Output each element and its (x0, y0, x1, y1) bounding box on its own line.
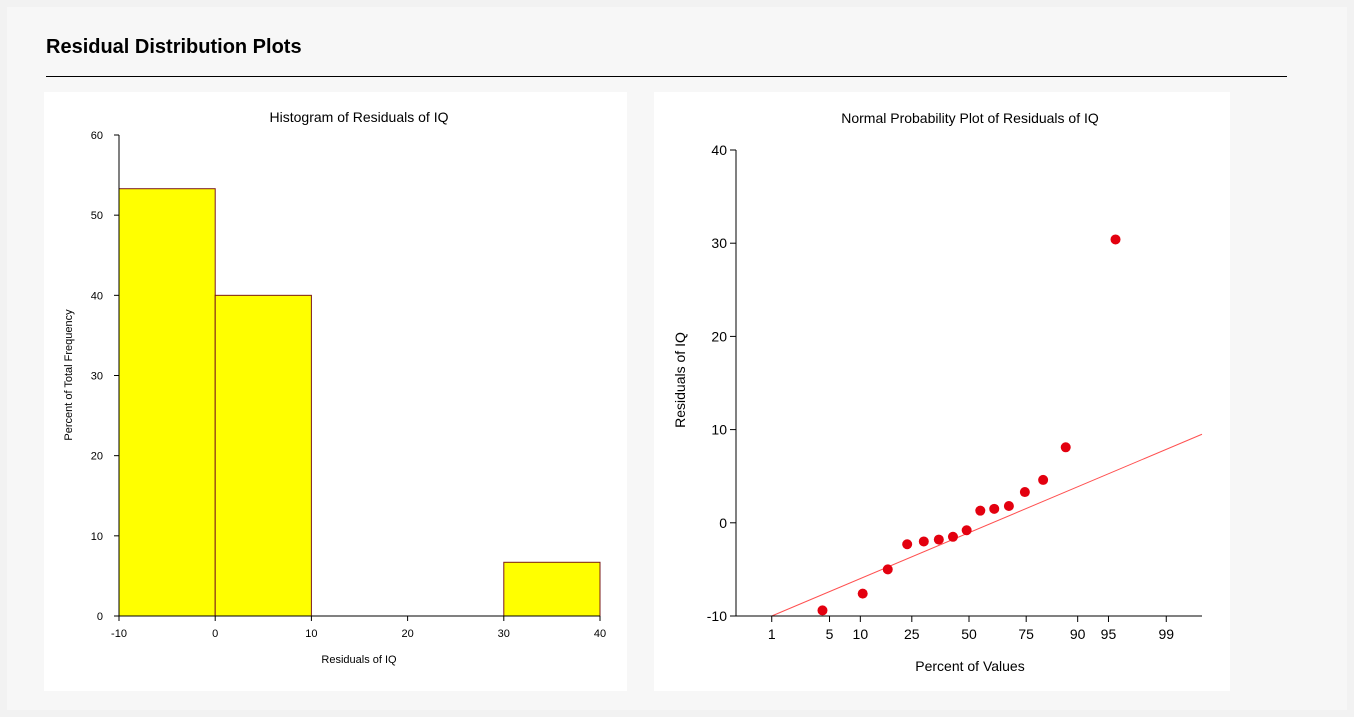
npp-y-axis-label: Residuals of IQ (672, 332, 688, 428)
npp-x-tick-label: 50 (961, 626, 977, 642)
npp-reference-line (771, 433, 1203, 617)
normal-probability-chart: Normal Probability Plot of Residuals of … (672, 110, 1203, 674)
npp-point (1019, 487, 1030, 498)
histogram-y-tick-label: 0 (97, 611, 103, 623)
histogram-bar (118, 188, 216, 617)
npp-axes: -10 0 10 20 30 40 1 5 10 25 50 75 90 95 99 (707, 142, 1202, 642)
npp-x-tick-label: 75 (1018, 626, 1034, 642)
histogram-panel: Histogram of Residuals of IQ Residuals o… (44, 92, 627, 691)
histogram-x-tick-label: 0 (212, 628, 218, 640)
npp-y-tick-label: 20 (711, 328, 727, 344)
histogram-y-tick-label: 30 (91, 371, 103, 383)
npp-point (918, 536, 929, 547)
npp-x-tick-label: 10 (853, 626, 869, 642)
npp-x-tick-label: 95 (1101, 626, 1117, 642)
histogram-y-tick-label: 40 (91, 290, 103, 302)
histogram-y-tick-label: 60 (91, 130, 103, 142)
histogram-bar (214, 294, 312, 617)
title-divider (46, 76, 1287, 77)
npp-y-tick-label: 10 (711, 422, 727, 438)
npp-point (857, 588, 868, 599)
histogram-bar (503, 561, 601, 617)
section-title: Residual Distribution Plots (46, 36, 302, 58)
npp-point (1038, 474, 1049, 485)
npp-title: Normal Probability Plot of Residuals of … (841, 110, 1099, 126)
histogram-bars (118, 188, 601, 617)
npp-point (961, 525, 972, 536)
npp-y-tick-label: -10 (707, 608, 727, 624)
histogram-x-tick-label: 40 (594, 628, 606, 640)
histogram-y-axis-label: Percent of Total Frequency (63, 309, 75, 441)
npp-y-tick-label: 0 (719, 515, 727, 531)
npp-points (817, 234, 1121, 616)
histogram-x-axis-label: Residuals of IQ (321, 654, 397, 666)
histogram-y-tick-label: 10 (91, 531, 103, 543)
npp-point (1003, 501, 1014, 512)
npp-x-axis-label: Percent of Values (915, 658, 1024, 674)
histogram-x-tick-label: -10 (111, 628, 127, 640)
npp-reference-line-group (771, 433, 1203, 617)
npp-x-tick-label: 90 (1070, 626, 1086, 642)
npp-x-tick-label: 99 (1158, 626, 1174, 642)
npp-point (902, 539, 913, 550)
histogram-x-tick-label: 10 (305, 628, 317, 640)
histogram-y-tick-label: 50 (91, 210, 103, 222)
npp-y-tick-label: 40 (711, 142, 727, 158)
npp-point (1060, 442, 1071, 453)
histogram-x-tick-label: 30 (498, 628, 510, 640)
npp-point (933, 534, 944, 545)
npp-point (1110, 234, 1121, 245)
histogram-x-tick-label: 20 (401, 628, 413, 640)
npp-point (817, 605, 828, 616)
histogram-title: Histogram of Residuals of IQ (270, 109, 449, 125)
normal-probability-panel: Normal Probability Plot of Residuals of … (654, 92, 1230, 691)
histogram-axes: 0 10 20 30 40 50 60 -10 0 10 20 30 40 (91, 130, 606, 640)
npp-point (989, 503, 1000, 514)
npp-x-tick-label: 5 (826, 626, 834, 642)
npp-y-tick-label: 30 (711, 235, 727, 251)
histogram-chart: Histogram of Residuals of IQ Residuals o… (63, 109, 606, 666)
npp-point (882, 564, 893, 575)
npp-point (975, 505, 986, 516)
npp-point (947, 531, 958, 542)
histogram-y-tick-label: 20 (91, 451, 103, 463)
npp-x-tick-label: 1 (768, 626, 776, 642)
npp-x-tick-label: 25 (904, 626, 920, 642)
